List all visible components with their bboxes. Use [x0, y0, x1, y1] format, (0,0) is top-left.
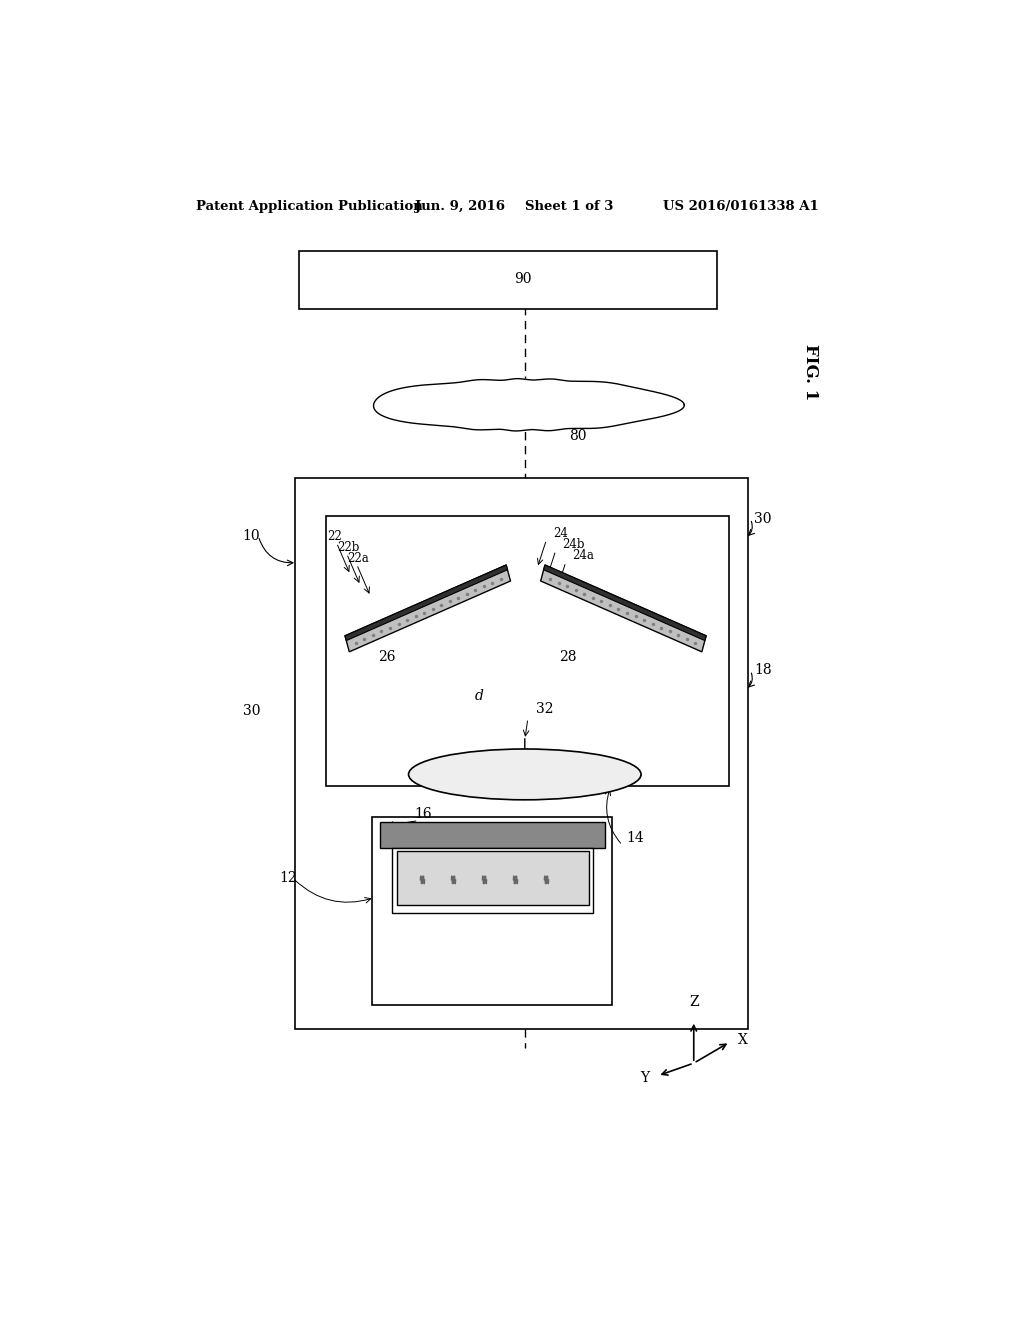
Text: 22: 22	[328, 529, 342, 543]
Text: Patent Application Publication: Patent Application Publication	[197, 199, 423, 213]
Text: 26: 26	[378, 651, 396, 664]
Bar	[372, 817, 612, 1006]
Text: Z: Z	[689, 995, 698, 1010]
Polygon shape	[345, 565, 508, 640]
Text: 32: 32	[536, 702, 553, 715]
Bar	[299, 251, 717, 309]
Text: 14b: 14b	[395, 875, 420, 888]
Ellipse shape	[409, 748, 641, 800]
Text: 14a: 14a	[450, 888, 473, 902]
Polygon shape	[374, 379, 684, 430]
Text: Jun. 9, 2016: Jun. 9, 2016	[415, 199, 505, 213]
Text: Sheet 1 of 3: Sheet 1 of 3	[524, 199, 613, 213]
Text: 28: 28	[559, 651, 577, 664]
Bar	[380, 822, 604, 847]
Text: 90: 90	[514, 272, 532, 286]
Text: d: d	[475, 689, 484, 702]
Text: 24b: 24b	[562, 537, 585, 550]
Text: 18: 18	[755, 664, 772, 677]
Text: 24a: 24a	[572, 549, 594, 562]
Bar	[391, 847, 593, 913]
Bar	[326, 516, 729, 785]
Bar	[295, 478, 748, 1028]
Text: 30: 30	[243, 705, 260, 718]
Text: 14: 14	[627, 830, 644, 845]
Text: 24: 24	[553, 527, 567, 540]
Text: 22b: 22b	[337, 541, 359, 554]
Text: 16: 16	[415, 808, 432, 821]
Text: 10: 10	[243, 529, 260, 543]
Polygon shape	[541, 565, 707, 652]
Bar	[397, 851, 589, 906]
Text: Y: Y	[640, 1071, 649, 1085]
Text: 20: 20	[617, 766, 635, 780]
Text: 22a: 22a	[347, 552, 369, 565]
Text: 30: 30	[755, 512, 772, 525]
Text: X: X	[738, 1032, 749, 1047]
Text: US 2016/0161338 A1: US 2016/0161338 A1	[663, 199, 818, 213]
Text: 12: 12	[280, 871, 297, 886]
Polygon shape	[345, 565, 511, 652]
Text: FIG. 1: FIG. 1	[802, 345, 818, 400]
Text: 80: 80	[568, 429, 587, 442]
Polygon shape	[544, 565, 707, 640]
